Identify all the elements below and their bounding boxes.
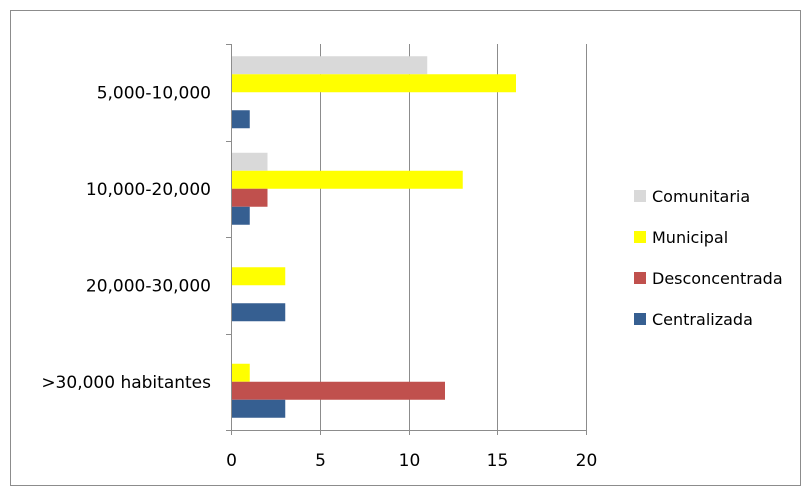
gridlines xyxy=(320,44,587,430)
legend-swatch-desconcentrada xyxy=(634,272,646,284)
axes: 0 5 10 15 20 5,000-10,000 10,000-20,000 20,000-… xyxy=(41,44,597,471)
bar-municipal-5-000-10-000 xyxy=(232,74,516,93)
y-tick-label-3: >30,000 habitantes xyxy=(41,373,211,393)
legend-swatch-centralizada xyxy=(634,313,646,325)
x-tick-label-3: 15 xyxy=(487,451,509,471)
x-tick-label-4: 20 xyxy=(576,451,598,471)
x-tick-label-1: 5 xyxy=(315,451,326,471)
bar-centralizada-10-000-20-000 xyxy=(232,206,250,225)
legend-label-comunitaria: Comunitaria xyxy=(652,187,750,206)
bar-centralizada-5-000-10-000 xyxy=(232,110,250,129)
x-tick-label-2: 10 xyxy=(399,451,421,471)
y-tick-label-1: 10,000-20,000 xyxy=(86,180,211,200)
bars xyxy=(232,56,516,418)
legend: Comunitaria Municipal Desconcentrada Centra… xyxy=(634,187,783,329)
y-tick-label-0: 5,000-10,000 xyxy=(97,83,211,103)
bar-comunitaria-5-000-10-000 xyxy=(232,56,428,75)
x-tick-label-0: 0 xyxy=(226,451,237,471)
y-tick-label-2: 20,000-30,000 xyxy=(86,276,211,296)
legend-swatch-comunitaria xyxy=(634,190,646,202)
bar-centralizada-20-000-30-000 xyxy=(232,303,286,322)
bar-desconcentrada-30-000-habitantes xyxy=(232,381,445,400)
legend-swatch-municipal xyxy=(634,231,646,243)
bar-comunitaria-10-000-20-000 xyxy=(232,152,268,171)
legend-label-municipal: Municipal xyxy=(652,228,728,247)
legend-label-centralizada: Centralizada xyxy=(652,310,753,329)
legend-label-desconcentrada: Desconcentrada xyxy=(652,269,783,288)
bar-municipal-20-000-30-000 xyxy=(232,267,286,286)
bar-municipal-30-000-habitantes xyxy=(232,363,250,382)
bar-centralizada-30-000-habitantes xyxy=(232,399,286,418)
bar-municipal-10-000-20-000 xyxy=(232,170,463,189)
bar-desconcentrada-10-000-20-000 xyxy=(232,188,268,207)
